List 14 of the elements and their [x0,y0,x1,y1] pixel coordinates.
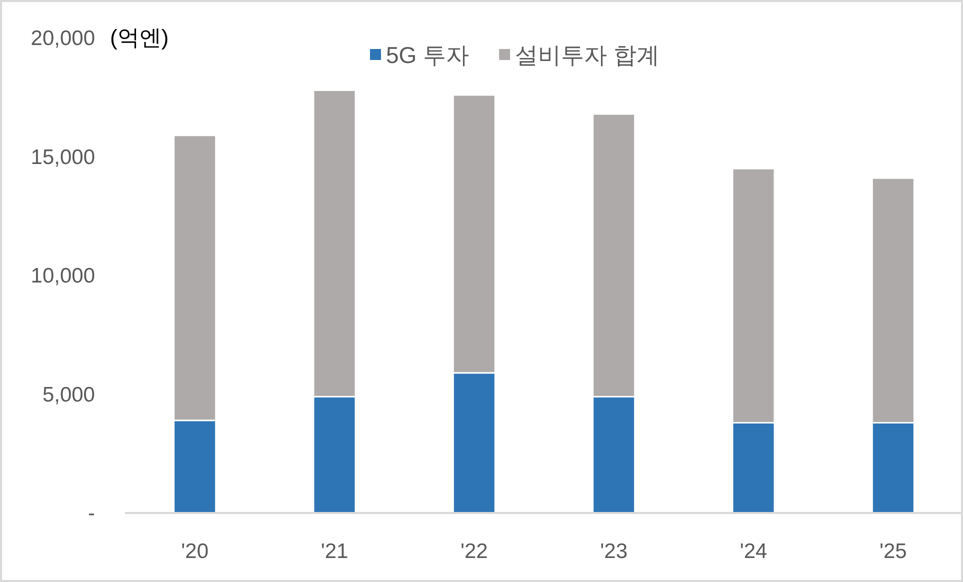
x-tick-label: '21 [320,540,348,563]
x-tick-label: '24 [740,540,768,563]
y-tick-label: 10,000 [30,264,95,288]
x-tick-label: '20 [181,540,209,563]
x-tick-label: '23 [600,540,628,563]
x-tick-label: '25 [879,540,907,563]
y-tick-label: - [88,502,95,525]
y-tick-label: 5,000 [42,383,95,406]
y-axis-title: (억엔) [110,25,169,50]
y-tick-label: 20,000 [30,27,95,50]
legend-label: 설비투자 합계 [515,42,660,68]
x-tick-label: '22 [460,540,488,563]
y-tick-label: 15,000 [30,146,95,169]
legend-label: 5G 투자 [386,42,470,68]
